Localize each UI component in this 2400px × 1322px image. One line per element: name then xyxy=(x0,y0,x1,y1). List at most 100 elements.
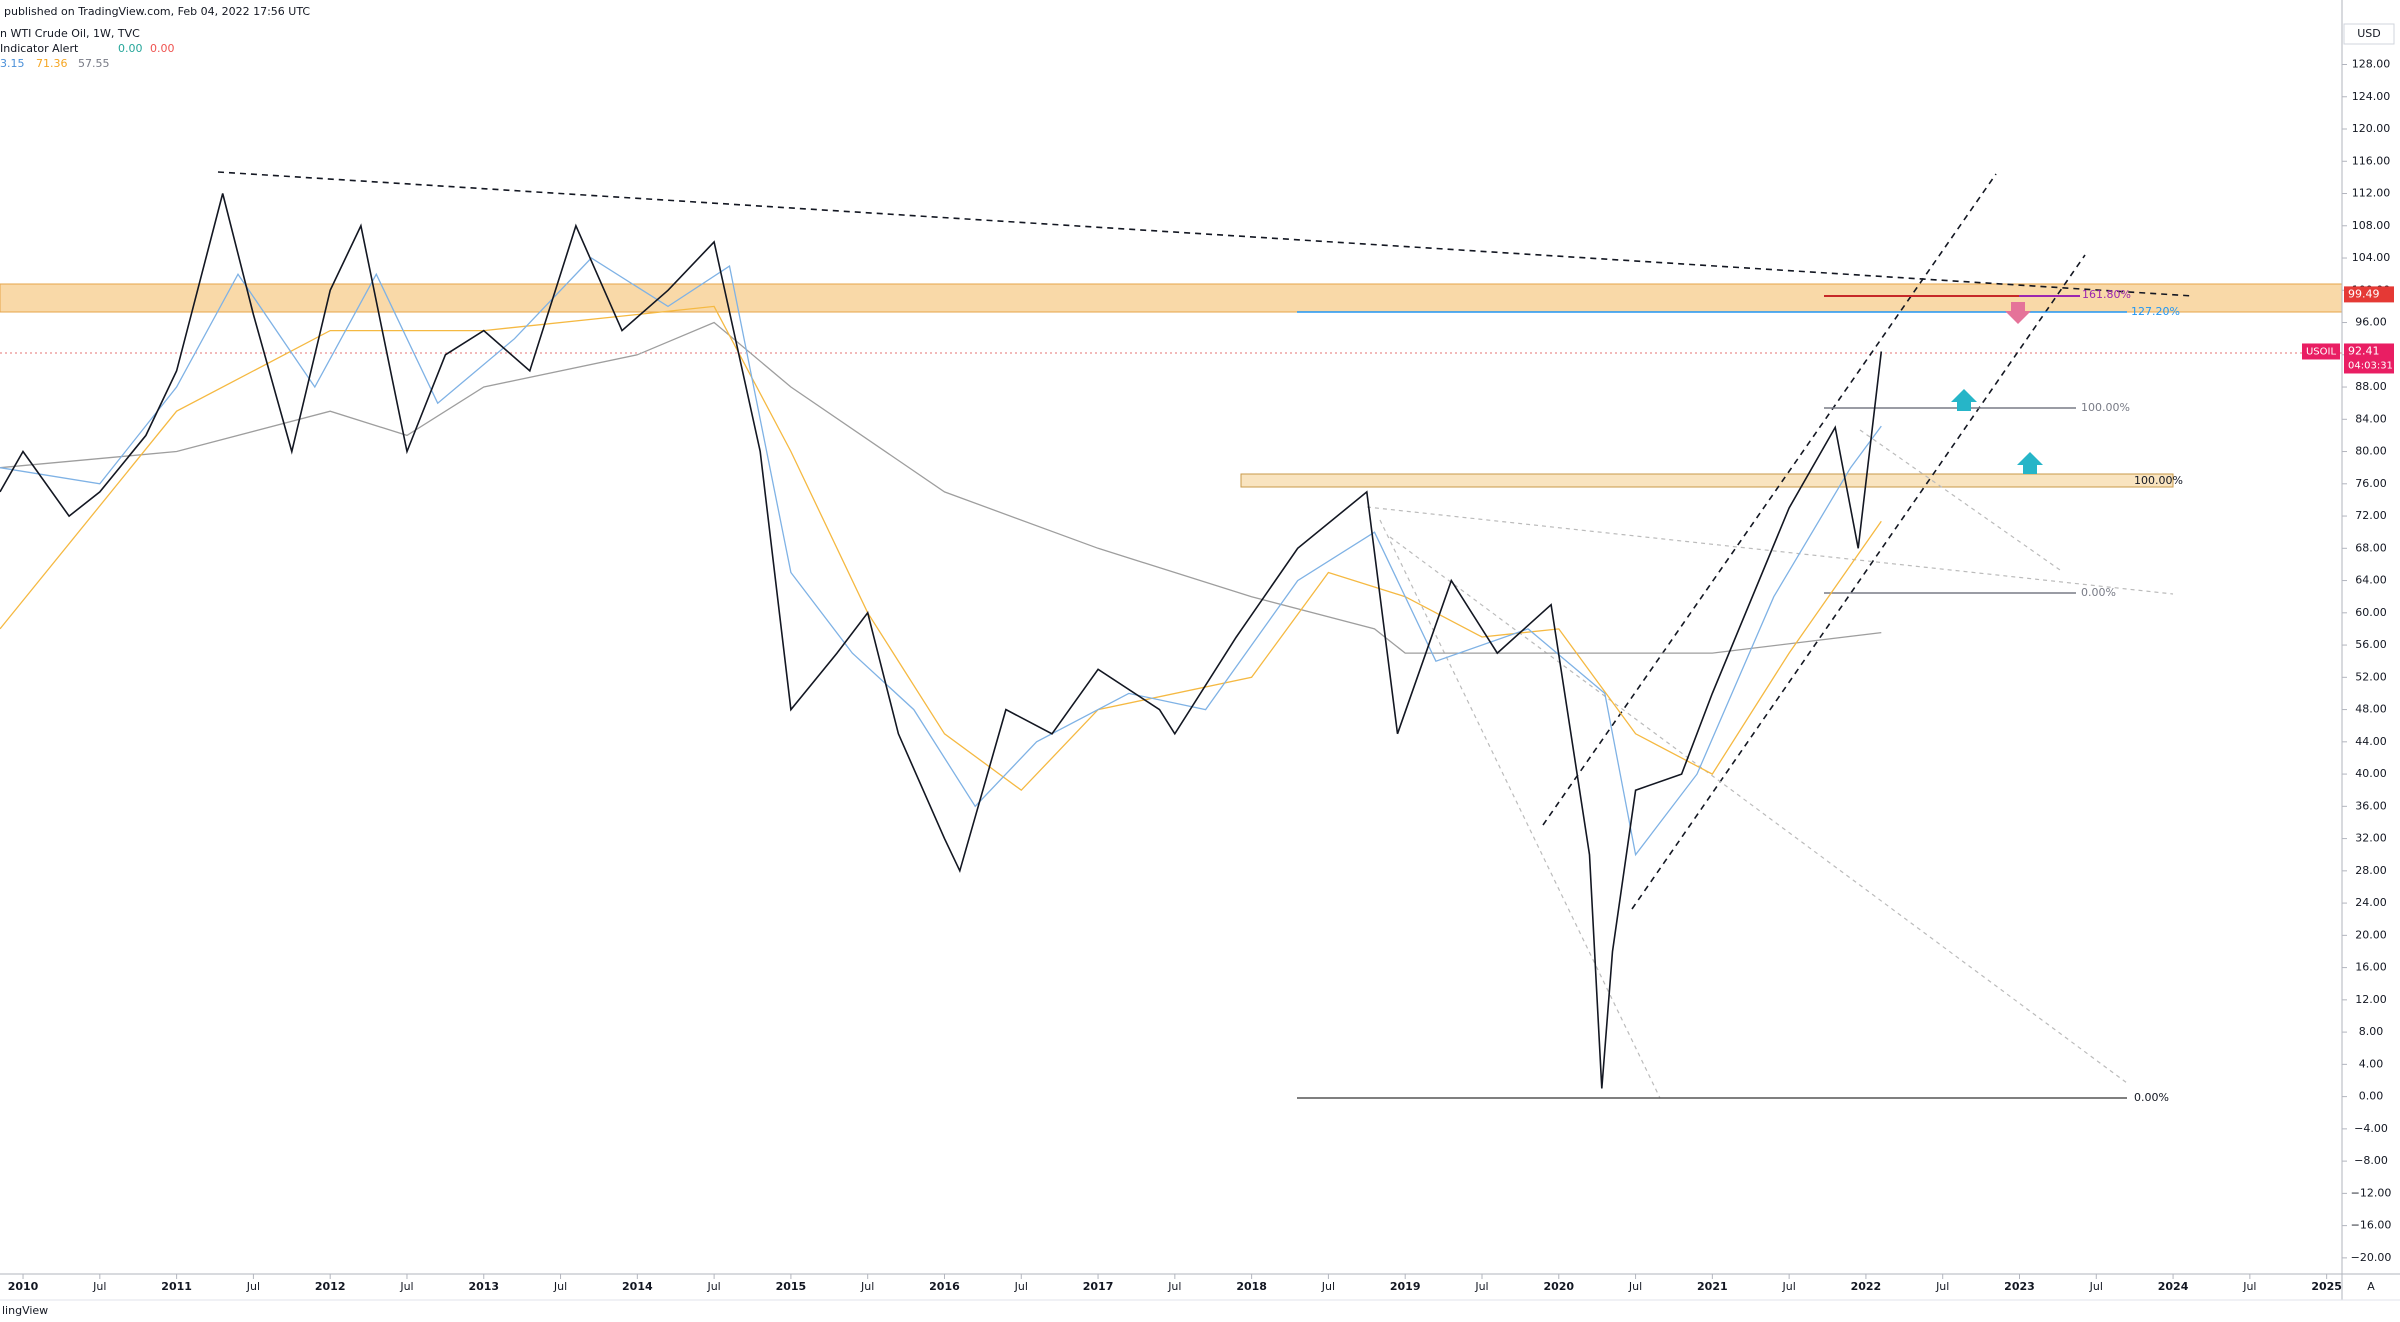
channel-lower xyxy=(1631,254,2086,910)
x-tick-label: Jul xyxy=(553,1280,567,1293)
y-tick-label: 84.00 xyxy=(2355,412,2387,425)
axis-unit: USD xyxy=(2357,27,2381,40)
price-tag-label: 92.41 xyxy=(2348,344,2380,357)
fan-line xyxy=(1366,506,2174,595)
x-tick-label: Jul xyxy=(2242,1280,2256,1293)
header-publish: published on TradingView.com, Feb 04, 20… xyxy=(4,5,310,18)
y-tick-label: −4.00 xyxy=(2354,1122,2388,1135)
x-tick-label: 2019 xyxy=(1390,1280,1421,1293)
footer-brand: lingView xyxy=(2,1304,48,1317)
header-indicator: Indicator Alert xyxy=(0,42,79,55)
x-tick-label: Jul xyxy=(1781,1280,1795,1293)
y-tick-label: 4.00 xyxy=(2359,1057,2384,1070)
fib-label: 0.00% xyxy=(2081,586,2116,599)
header-value: 57.55 xyxy=(78,57,110,70)
x-tick-label: Jul xyxy=(246,1280,260,1293)
arrow-up xyxy=(2017,452,2043,474)
y-tick-label: 68.00 xyxy=(2355,541,2387,554)
y-tick-label: −8.00 xyxy=(2354,1154,2388,1167)
moving-average xyxy=(0,305,1882,792)
moving-average xyxy=(0,321,1882,654)
y-tick-label: 108.00 xyxy=(2352,219,2391,232)
y-tick-label: 32.00 xyxy=(2355,832,2387,845)
fib-label: 0.00% xyxy=(2134,1091,2169,1104)
arrow-down xyxy=(2005,302,2031,324)
header-value: 0.00 xyxy=(118,42,143,55)
y-tick-label: 72.00 xyxy=(2355,509,2387,522)
y-tick-label: 60.00 xyxy=(2355,606,2387,619)
x-tick-label: 2024 xyxy=(2158,1280,2189,1293)
fib-label: 100.00% xyxy=(2134,474,2183,487)
symbol-tag xyxy=(2302,343,2340,360)
y-tick-label: 128.00 xyxy=(2352,58,2391,71)
symbol-label: USOIL xyxy=(2306,346,2336,357)
x-tick-label: Jul xyxy=(1321,1280,1335,1293)
channel-upper xyxy=(1542,173,1997,826)
y-tick-label: 16.00 xyxy=(2355,961,2387,974)
fan-line xyxy=(1389,536,2128,1084)
x-tick-label: Jul xyxy=(92,1280,106,1293)
fib-label: 161.80% xyxy=(2082,288,2131,301)
header-value: 71.36 xyxy=(36,57,68,70)
y-tick-label: 48.00 xyxy=(2355,703,2387,716)
y-tick-label: 88.00 xyxy=(2355,380,2387,393)
x-tick-label: 2011 xyxy=(161,1280,192,1293)
x-tick-label: 2016 xyxy=(929,1280,960,1293)
y-tick-label: 116.00 xyxy=(2352,154,2391,167)
x-tick-label: Jul xyxy=(860,1280,874,1293)
fib-label: 100.00% xyxy=(2081,401,2130,414)
x-tick-label: 2023 xyxy=(2004,1280,2035,1293)
y-tick-label: 56.00 xyxy=(2355,638,2387,651)
resistance-zone xyxy=(0,283,2343,313)
x-tick-label: 2017 xyxy=(1083,1280,1114,1293)
header-symbol: n WTI Crude Oil, 1W, TVC xyxy=(0,27,140,40)
arrow-up xyxy=(1951,389,1977,411)
moving-average xyxy=(0,257,1882,857)
x-tick-label: 2025 xyxy=(2311,1280,2342,1293)
unit-box xyxy=(2343,23,2395,45)
price-tag xyxy=(2344,286,2394,303)
x-tick-label: Jul xyxy=(1474,1280,1488,1293)
y-tick-label: 80.00 xyxy=(2355,445,2387,458)
x-tick-label: 2014 xyxy=(622,1280,653,1293)
y-tick-label: 112.00 xyxy=(2352,187,2391,200)
y-tick-label: 40.00 xyxy=(2355,767,2387,780)
price-tag xyxy=(2344,343,2394,374)
price-axis xyxy=(2342,0,2400,1322)
x-tick-label: 2012 xyxy=(315,1280,346,1293)
header-value: 0.00 xyxy=(150,42,175,55)
fan-line xyxy=(1379,519,1661,1099)
fan-line xyxy=(1859,429,2061,571)
y-tick-label: 28.00 xyxy=(2355,864,2387,877)
y-tick-label: 20.00 xyxy=(2355,928,2387,941)
y-tick-label: 52.00 xyxy=(2355,670,2387,683)
price-line xyxy=(0,193,1883,1089)
countdown: 04:03:31 xyxy=(2348,360,2393,371)
auto-scale[interactable]: A xyxy=(2367,1280,2375,1293)
y-tick-label: 120.00 xyxy=(2352,122,2391,135)
y-tick-label: 44.00 xyxy=(2355,735,2387,748)
y-tick-label: 12.00 xyxy=(2355,993,2387,1006)
drawings: 161.80% 127.20% 100.00% 0.00% 100.00% 0.… xyxy=(0,171,2343,1104)
x-tick-label: Jul xyxy=(1628,1280,1642,1293)
x-tick-label: Jul xyxy=(1935,1280,1949,1293)
fib-label: 127.20% xyxy=(2131,305,2180,318)
x-tick-label: 2010 xyxy=(8,1280,39,1293)
x-tick-label: Jul xyxy=(1014,1280,1028,1293)
y-tick-label: 24.00 xyxy=(2355,896,2387,909)
series xyxy=(0,193,1883,1089)
x-tick-label: 2013 xyxy=(468,1280,499,1293)
x-tick-label: 2022 xyxy=(1851,1280,1882,1293)
x-tick-label: Jul xyxy=(2089,1280,2103,1293)
y-tick-label: 96.00 xyxy=(2355,316,2387,329)
x-tick-label: 2021 xyxy=(1697,1280,1728,1293)
y-tick-label: 8.00 xyxy=(2359,1025,2384,1038)
x-tick-label: 2018 xyxy=(1236,1280,1267,1293)
y-tick-label: −12.00 xyxy=(2351,1186,2392,1199)
header-value: 3.15 xyxy=(0,57,25,70)
y-tick-label: 64.00 xyxy=(2355,574,2387,587)
support-zone xyxy=(1240,473,2174,488)
x-tick-label: 2015 xyxy=(776,1280,807,1293)
